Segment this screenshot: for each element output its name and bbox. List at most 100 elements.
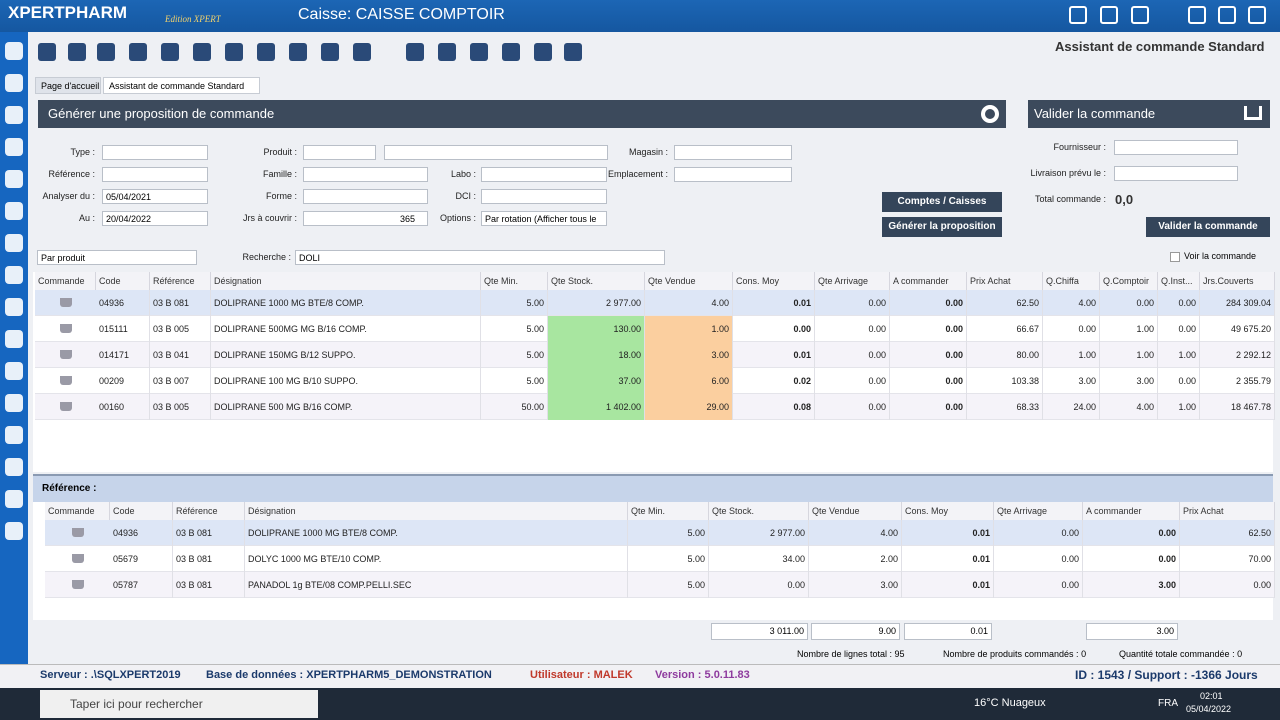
toolbar-icon[interactable] bbox=[68, 43, 86, 61]
basket-icon[interactable] bbox=[59, 324, 72, 333]
toolbar-icon[interactable] bbox=[129, 43, 147, 61]
field-input[interactable] bbox=[481, 189, 607, 204]
field-input[interactable] bbox=[102, 167, 208, 182]
field-input[interactable]: Par rotation (Afficher tous le bbox=[481, 211, 607, 226]
grid-row[interactable] bbox=[35, 290, 1275, 316]
field-input[interactable] bbox=[303, 167, 428, 182]
field-input[interactable]: 365 bbox=[303, 211, 428, 226]
cell: 0.01 bbox=[733, 342, 815, 368]
toolbar-icon[interactable] bbox=[564, 43, 582, 61]
grid-row[interactable] bbox=[45, 572, 1275, 598]
column-header: A commander bbox=[1083, 502, 1180, 520]
sidebar-icon bbox=[5, 522, 23, 540]
select[interactable]: Par produit bbox=[37, 250, 197, 265]
reference-title: Référence : bbox=[42, 483, 97, 494]
cell: 0.00 bbox=[1100, 290, 1158, 316]
cell: 05787 bbox=[110, 572, 173, 598]
checkbox[interactable] bbox=[1170, 252, 1180, 262]
field-input[interactable] bbox=[303, 189, 428, 204]
cell: DOLIPRANE 500MG MG B/16 COMP. bbox=[211, 316, 481, 342]
cart-icon[interactable] bbox=[1244, 106, 1262, 120]
grid-row[interactable] bbox=[45, 520, 1275, 546]
cell: DOLIPRANE 150MG B/12 SUPPO. bbox=[211, 342, 481, 368]
field-input[interactable] bbox=[674, 145, 792, 160]
column-header: Qte Arrivage bbox=[815, 272, 890, 290]
window-button[interactable] bbox=[1069, 6, 1087, 24]
basket-icon[interactable] bbox=[71, 580, 84, 589]
basket-icon[interactable] bbox=[59, 402, 72, 411]
window-button[interactable] bbox=[1131, 6, 1149, 24]
toolbar-icon[interactable] bbox=[193, 43, 211, 61]
toolbar-icon[interactable] bbox=[438, 43, 456, 61]
field-input[interactable] bbox=[102, 145, 208, 160]
toolbar-icon[interactable] bbox=[470, 43, 488, 61]
grid-row[interactable] bbox=[45, 546, 1275, 572]
basket-icon[interactable] bbox=[71, 528, 84, 537]
search-input[interactable]: DOLI bbox=[295, 250, 665, 265]
window-button[interactable] bbox=[1218, 6, 1236, 24]
title-bar bbox=[0, 0, 1280, 32]
lang: FRA bbox=[1158, 698, 1178, 709]
field-input[interactable] bbox=[674, 167, 792, 182]
field-label: Référence : bbox=[48, 169, 95, 179]
window-button[interactable] bbox=[1188, 6, 1206, 24]
cell: 284 309.04 bbox=[1200, 290, 1275, 316]
column-header: Référence bbox=[150, 272, 211, 290]
cell: 68.33 bbox=[967, 394, 1043, 420]
caisse: Caisse: CAISSE COMPTOIR bbox=[298, 6, 505, 23]
window-button[interactable] bbox=[1100, 6, 1118, 24]
cell: 3.00 bbox=[1043, 368, 1100, 394]
column-header: Code bbox=[110, 502, 173, 520]
sidebar-icon bbox=[5, 266, 23, 284]
column-header: Prix Achat bbox=[967, 272, 1043, 290]
field-input[interactable] bbox=[303, 145, 376, 160]
tab-active[interactable]: Assistant de commande Standard bbox=[103, 77, 260, 94]
toolbar-icon[interactable] bbox=[534, 43, 552, 61]
sidebar-icon bbox=[5, 42, 23, 60]
button[interactable]: Générer la proposition bbox=[882, 217, 1002, 237]
input[interactable] bbox=[1114, 166, 1238, 181]
toolbar-icon[interactable] bbox=[161, 43, 179, 61]
toolbar-icon[interactable] bbox=[97, 43, 115, 61]
toolbar-icon[interactable] bbox=[257, 43, 275, 61]
status-bar bbox=[0, 664, 1280, 688]
cell: 6.00 bbox=[645, 368, 733, 394]
basket-icon[interactable] bbox=[59, 376, 72, 385]
field-input[interactable]: 05/04/2021 bbox=[102, 189, 208, 204]
tab[interactable]: Page d'accueil bbox=[35, 77, 101, 94]
toolbar-icon[interactable] bbox=[353, 43, 371, 61]
button[interactable]: Comptes / Caisses bbox=[882, 192, 1002, 212]
cell: DOLIPRANE 100 MG B/10 SUPPO. bbox=[211, 368, 481, 394]
button[interactable]: Valider la commande bbox=[1146, 217, 1270, 237]
field-input[interactable] bbox=[384, 145, 608, 160]
cell: DOLYC 1000 MG BTE/10 COMP. bbox=[245, 546, 628, 572]
column-header: Qte Stock. bbox=[709, 502, 809, 520]
cell: PANADOL 1g BTE/08 COMP.PELLI.SEC bbox=[245, 572, 628, 598]
label: Recherche : bbox=[242, 252, 291, 262]
cell: 0.00 bbox=[994, 520, 1083, 546]
taskbar-search[interactable] bbox=[40, 690, 318, 718]
toolbar-icon[interactable] bbox=[38, 43, 56, 61]
cell: DOLIPRANE 500 MG B/16 COMP. bbox=[211, 394, 481, 420]
settings-icon[interactable] bbox=[981, 105, 999, 123]
toolbar-icon[interactable] bbox=[406, 43, 424, 61]
toolbar-icon[interactable] bbox=[502, 43, 520, 61]
window-button[interactable] bbox=[1248, 6, 1266, 24]
basket-icon[interactable] bbox=[59, 350, 72, 359]
cell: 4.00 bbox=[1100, 394, 1158, 420]
basket-icon[interactable] bbox=[71, 554, 84, 563]
toolbar-icon[interactable] bbox=[321, 43, 339, 61]
field-input[interactable]: 20/04/2022 bbox=[102, 211, 208, 226]
cell: 49 675.20 bbox=[1200, 316, 1275, 342]
cell: 2 292.12 bbox=[1200, 342, 1275, 368]
column-header: Jrs.Couverts bbox=[1200, 272, 1275, 290]
cell: 03 B 005 bbox=[150, 394, 211, 420]
field-input[interactable] bbox=[481, 167, 607, 182]
total-cell: 3.00 bbox=[1086, 623, 1178, 640]
input[interactable] bbox=[1114, 140, 1238, 155]
toolbar-icon[interactable] bbox=[225, 43, 243, 61]
toolbar-icon[interactable] bbox=[289, 43, 307, 61]
cell: 18.00 bbox=[548, 342, 645, 368]
cell: 0.00 bbox=[890, 316, 967, 342]
basket-icon[interactable] bbox=[59, 298, 72, 307]
